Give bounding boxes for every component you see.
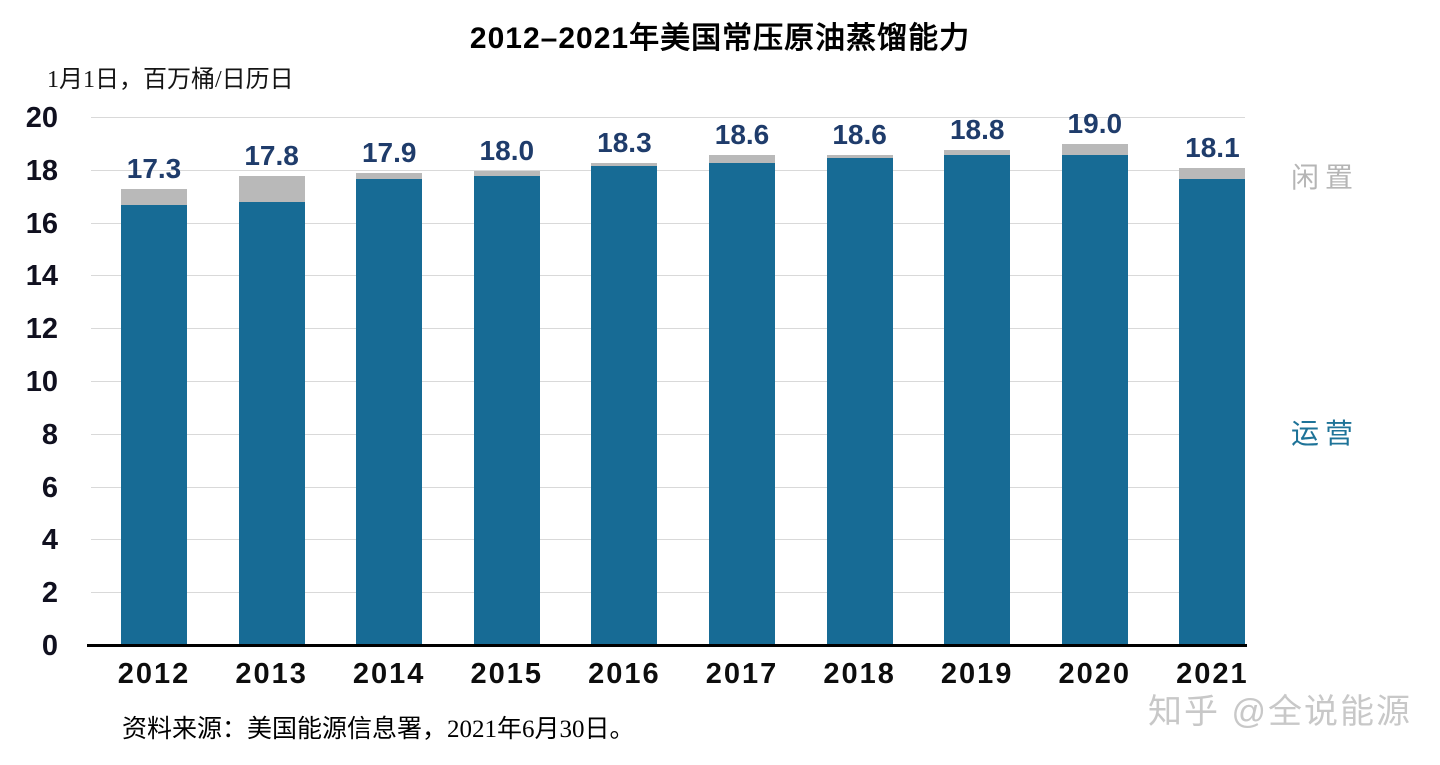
bar-operating-segment xyxy=(826,157,893,646)
gridline xyxy=(91,169,1245,171)
bar-idle-segment xyxy=(826,154,893,158)
bar-operating-segment xyxy=(944,154,1011,646)
bar-value-label: 17.3 xyxy=(126,153,182,185)
y-axis-tick-label: 4 xyxy=(41,524,58,557)
bar-idle-segment xyxy=(121,189,187,206)
x-axis-tick-label: 2017 xyxy=(705,658,779,690)
bar-operating-segment xyxy=(1179,178,1246,646)
watermark: 知乎 @全说能源 xyxy=(1148,693,1412,731)
bar-idle-segment xyxy=(591,162,658,166)
y-axis-tick-label: 20 xyxy=(25,102,58,134)
chart-title: 2012–2021年美国常压原油蒸馏能力 xyxy=(469,22,971,55)
y-axis-tick-label: 6 xyxy=(41,471,58,504)
y-axis-tick-label: 12 xyxy=(25,313,58,346)
x-axis-tick-label: 2012 xyxy=(117,658,191,690)
bar-value-label: 18.8 xyxy=(949,113,1005,145)
legend-operating-label: 运营 xyxy=(1291,419,1360,450)
bar-operating-segment xyxy=(473,176,540,646)
source-note: 资料来源：美国能源信息署，2021年6月30日。 xyxy=(122,716,635,743)
bar-idle-segment xyxy=(1061,144,1128,155)
bar-value-label: 17.8 xyxy=(244,140,299,172)
y-axis-tick-label: 2 xyxy=(41,577,58,610)
bar-operating-segment xyxy=(238,202,305,646)
x-axis-line xyxy=(87,644,1247,647)
gridline xyxy=(91,592,1245,594)
y-axis-tick-label: 18 xyxy=(25,154,58,187)
gridline xyxy=(91,222,1245,224)
x-axis-tick-label: 2015 xyxy=(470,658,544,690)
y-axis-tick-label: 0 xyxy=(41,630,58,662)
bar-value-label: 18.6 xyxy=(714,118,770,150)
x-axis-tick-label: 2020 xyxy=(1058,658,1132,690)
bar-value-label: 17.9 xyxy=(361,137,417,169)
bar-operating-segment xyxy=(1061,154,1128,646)
gridline xyxy=(91,486,1245,488)
y-axis-tick-label: 8 xyxy=(41,418,58,451)
x-axis-tick-label: 2018 xyxy=(823,658,896,690)
y-axis-tick-label: 10 xyxy=(25,366,58,398)
gridline xyxy=(91,328,1245,330)
bar-operating-segment xyxy=(121,205,187,646)
x-axis-tick-label: 2013 xyxy=(235,658,308,690)
bar-value-label: 18.3 xyxy=(597,126,652,158)
unit-note-label: 1月1日，百万桶/日历日 xyxy=(47,67,294,93)
bar-idle-segment xyxy=(1179,168,1246,179)
x-axis-tick-label: 2014 xyxy=(352,658,426,690)
gridline xyxy=(91,275,1245,277)
bar-value-label: 18.6 xyxy=(832,118,887,150)
bar-idle-segment xyxy=(356,173,423,179)
gridline xyxy=(91,117,1245,118)
bar-operating-segment xyxy=(591,165,658,646)
y-axis-tick-label: 16 xyxy=(25,207,58,240)
bar-operating-segment xyxy=(356,178,423,646)
plot-area: 17.3 17.8 17.9 18.0 18.3 18.6 18.6 18.8 19.0 18.1 xyxy=(91,109,1246,646)
gridline xyxy=(91,539,1245,541)
gridline xyxy=(91,433,1245,435)
bar-value-label: 18.1 xyxy=(1185,132,1240,164)
y-axis-tick-label: 14 xyxy=(25,260,58,293)
bar-idle-segment xyxy=(473,170,540,177)
x-axis-tick-label: 2019 xyxy=(940,658,1014,690)
bar-idle-segment xyxy=(709,154,775,163)
legend-idle-label: 闲置 xyxy=(1291,163,1360,194)
bar-value-label: 18.0 xyxy=(479,134,535,166)
x-axis-tick-label: 2016 xyxy=(588,658,661,690)
x-axis-tick-label: 2021 xyxy=(1176,658,1249,690)
bar-idle-segment xyxy=(238,176,305,203)
bar-value-label: 19.0 xyxy=(1067,108,1123,140)
bar-idle-segment xyxy=(944,149,1011,155)
bar-operating-segment xyxy=(709,162,775,646)
gridline xyxy=(91,381,1245,382)
